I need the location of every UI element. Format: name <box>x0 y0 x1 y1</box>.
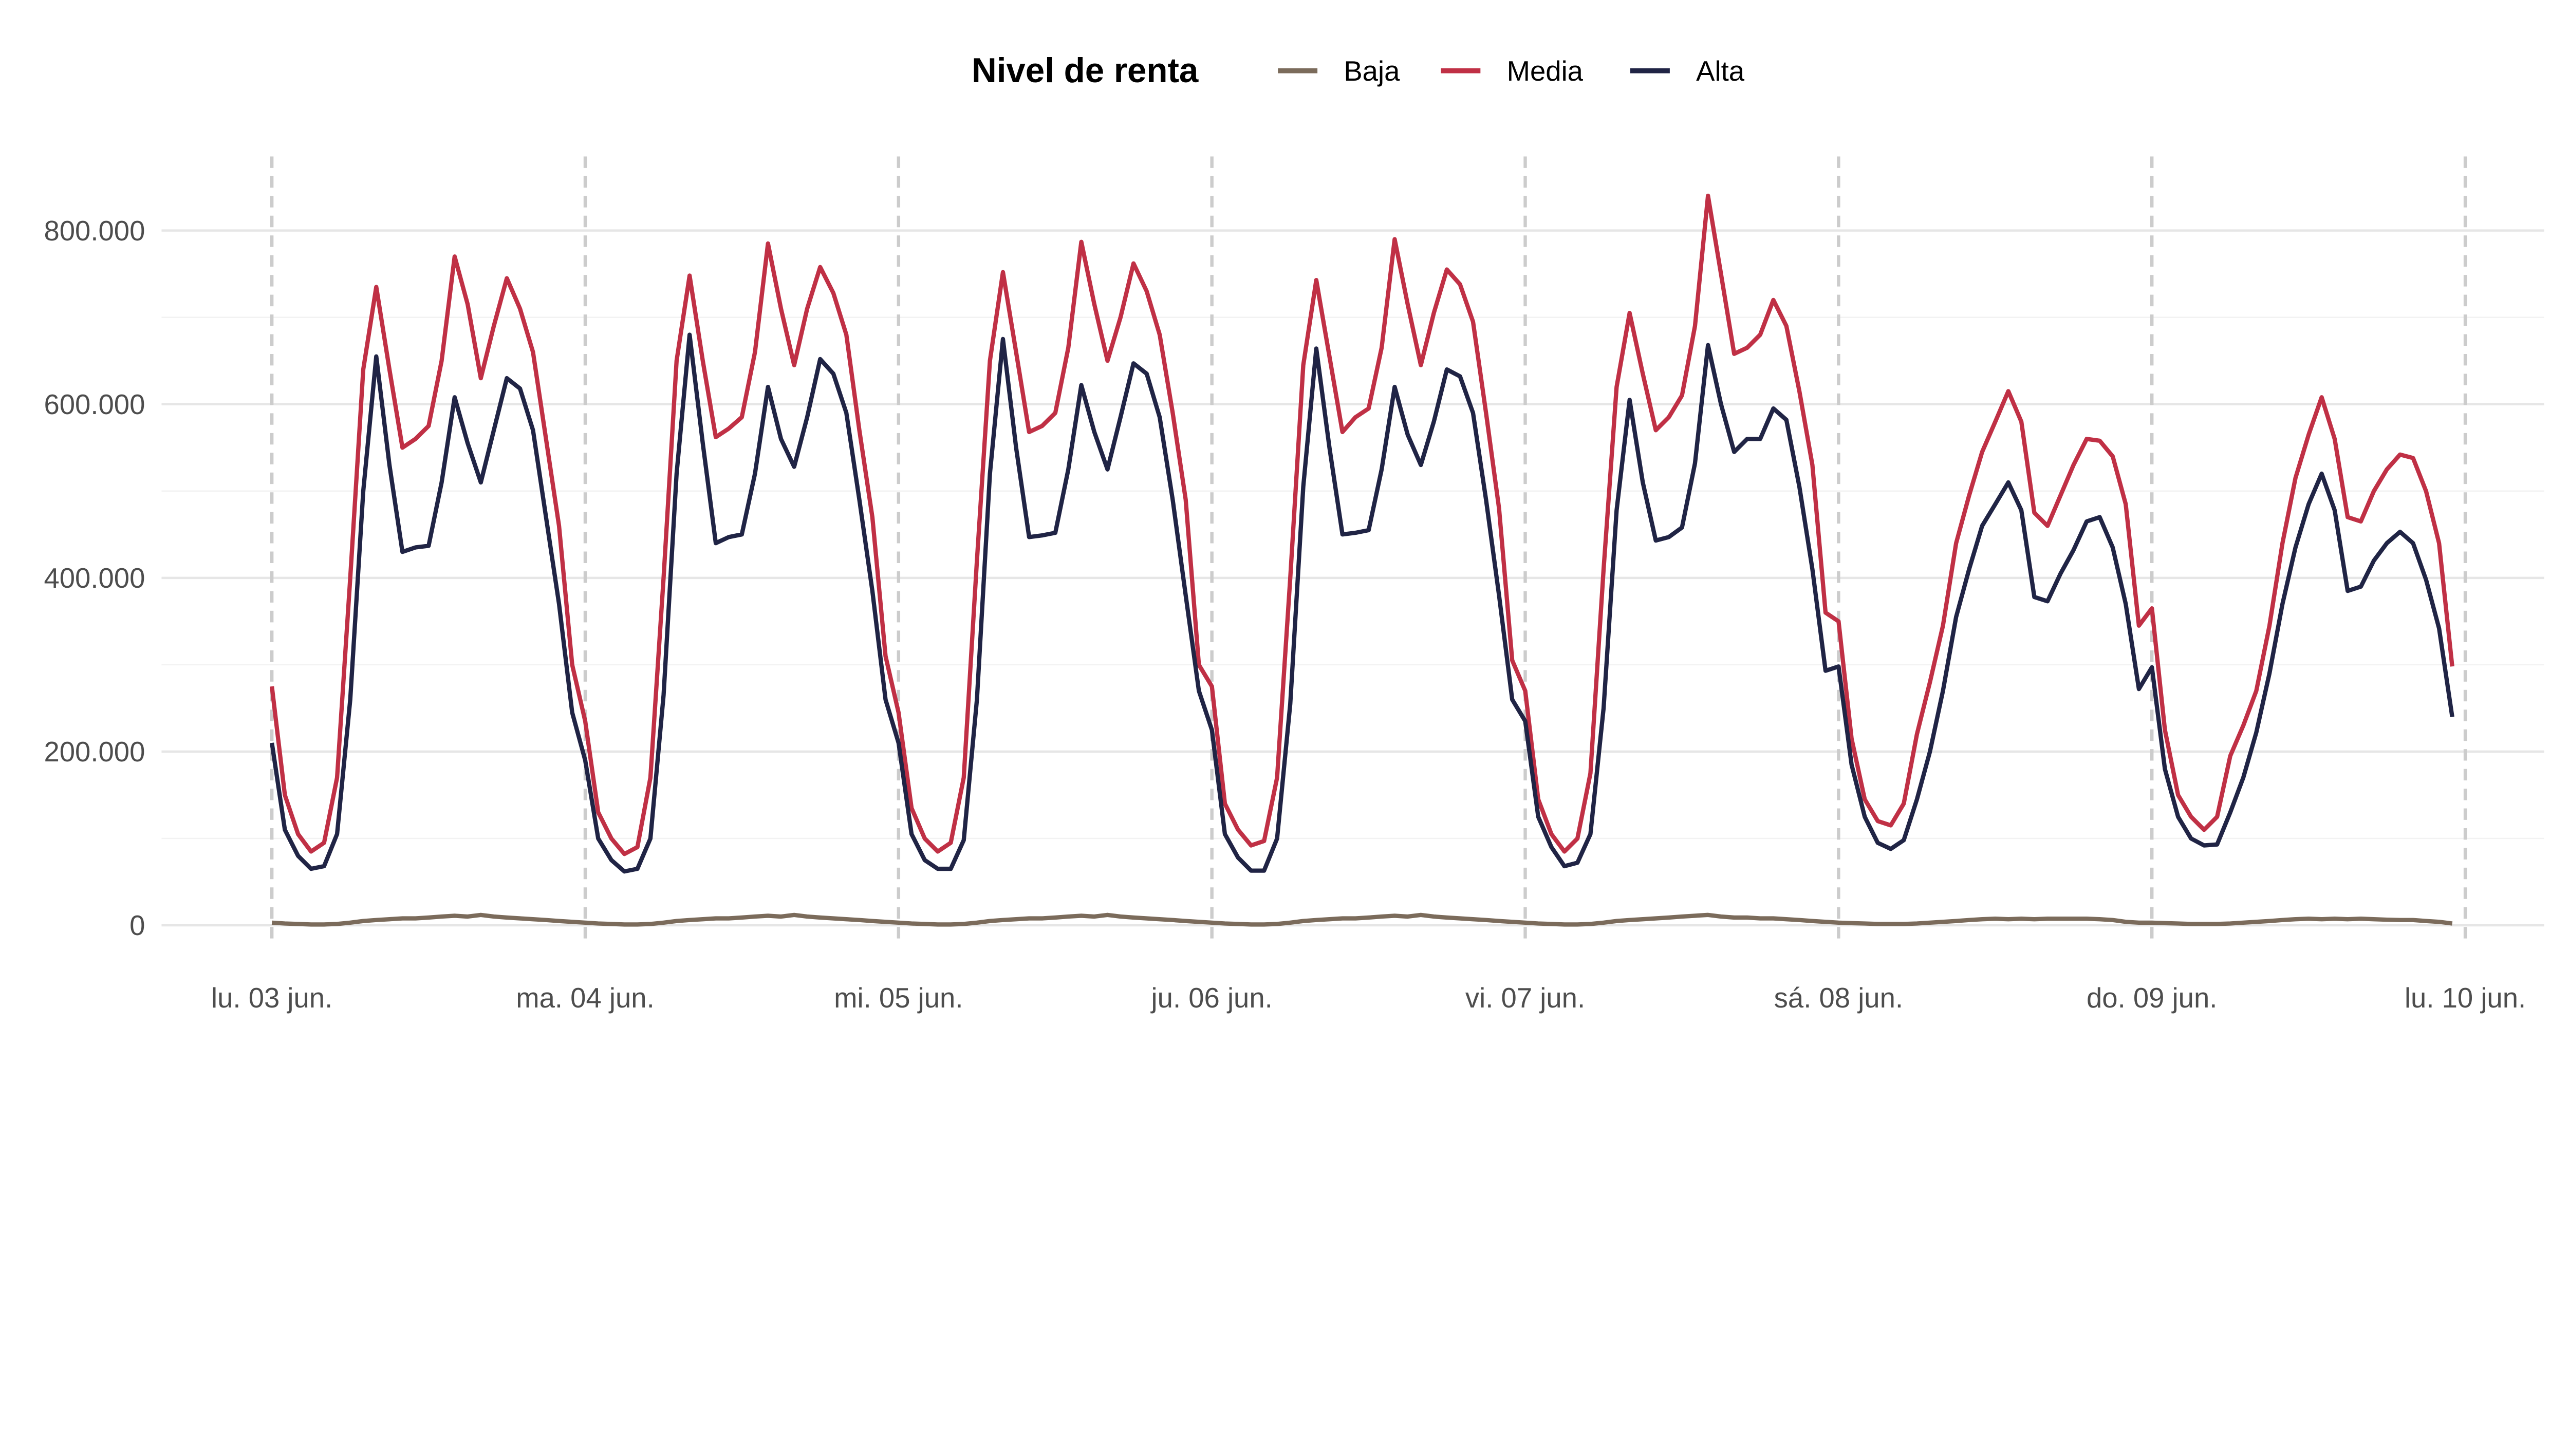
legend-label-media: Media <box>1507 55 1584 87</box>
x-tick-label: ju. 06 jun. <box>1150 982 1273 1014</box>
x-tick-label: do. 09 jun. <box>2087 982 2217 1014</box>
grid <box>161 229 2544 927</box>
x-tick-label: vi. 07 jun. <box>1465 982 1585 1014</box>
x-axis-ticks: lu. 03 jun. ma. 04 jun. mi. 05 jun. ju. 06 … <box>211 982 2526 1014</box>
line-chart: 0 200.000 400.000 600.000 800.000 lu. 03 jun… <box>44 51 2544 1014</box>
x-tick-label: lu. 03 jun. <box>211 982 332 1014</box>
legend-label-baja: Baja <box>1344 55 1400 87</box>
x-tick-label: mi. 05 jun. <box>834 982 963 1014</box>
series-line-baja <box>271 912 2453 927</box>
series-lines <box>270 193 2454 927</box>
y-axis-ticks: 0 200.000 400.000 600.000 800.000 <box>44 215 145 941</box>
legend-title: Nivel de renta <box>972 51 1199 90</box>
day-separators <box>270 156 2467 947</box>
legend-label-alta: Alta <box>1696 55 1745 87</box>
x-tick-label: ma. 04 jun. <box>516 982 654 1014</box>
y-tick-label: 800.000 <box>44 215 145 247</box>
y-tick-label: 0 <box>129 910 145 941</box>
x-tick-label: sá. 08 jun. <box>1774 982 1903 1014</box>
y-tick-label: 400.000 <box>44 563 145 594</box>
legend: Nivel de renta Baja Media Alta <box>972 51 1745 90</box>
y-tick-label: 200.000 <box>44 736 145 768</box>
series-line-alta <box>270 332 2454 874</box>
y-tick-label: 600.000 <box>44 389 145 420</box>
x-tick-label: lu. 10 jun. <box>2405 982 2526 1014</box>
series-line-media <box>270 193 2454 856</box>
